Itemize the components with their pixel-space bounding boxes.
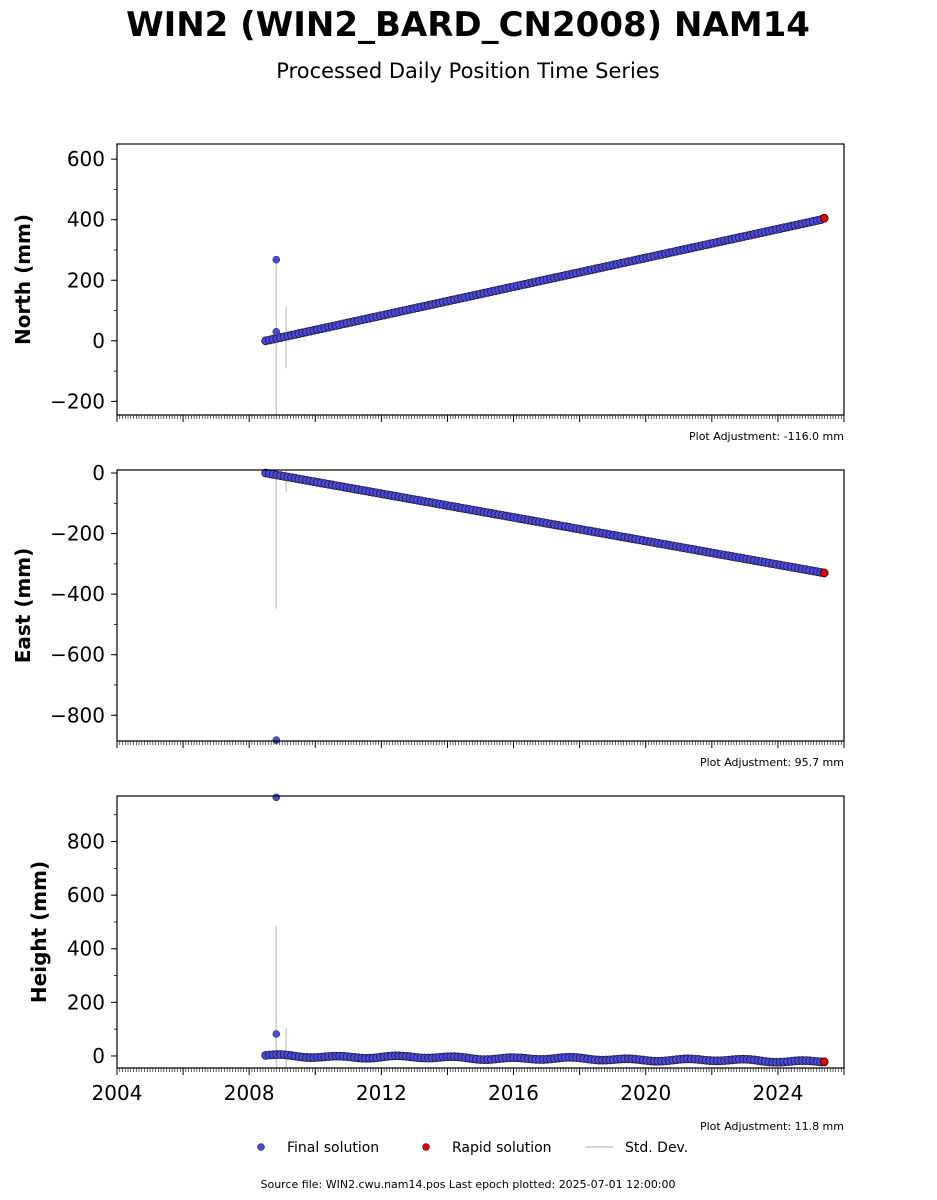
x-tick-label: 2012 <box>356 1081 407 1105</box>
y-axis-label: Height (mm) <box>27 861 51 1003</box>
plot-adjustment-note: Plot Adjustment: -116.0 mm <box>689 430 844 443</box>
source-footer: Source file: WIN2.cwu.nam14.pos Last epo… <box>260 1178 675 1191</box>
x-tick-label: 2004 <box>92 1081 143 1105</box>
rapid-solution-point <box>819 568 829 578</box>
y-tick-label: 600 <box>67 147 105 171</box>
rapid-solution-point <box>819 213 829 223</box>
final-solution-point <box>272 327 281 336</box>
y-tick-label: 200 <box>67 268 105 292</box>
y-tick-label: 400 <box>67 208 105 232</box>
legend-final-label: Final solution <box>287 1140 379 1156</box>
plot-frame <box>116 143 845 416</box>
y-tick-label: 400 <box>67 937 105 961</box>
y-tick-label: 0 <box>92 461 105 485</box>
x-tick-label: 2020 <box>620 1081 671 1105</box>
panel-1: −200 0 200 400 600 North (mm) Plot Adjustment:… <box>11 143 845 443</box>
y-tick-label: 800 <box>67 830 105 854</box>
legend-rapid-marker <box>422 1143 430 1151</box>
y-tick-label: −600 <box>50 643 105 667</box>
y-tick-label: −400 <box>50 582 105 606</box>
y-tick-label: 600 <box>67 883 105 907</box>
y-tick-label: 200 <box>67 990 105 1014</box>
final-solution-point <box>272 1030 281 1038</box>
panel-2: −800 −600 −400 −200 0 East (mm) Plot Adjustmen… <box>11 461 845 769</box>
legend-rapid-label: Rapid solution <box>452 1140 552 1156</box>
plot-adjustment-note: Plot Adjustment: 95.7 mm <box>700 756 844 769</box>
y-axis-label: East (mm) <box>11 548 35 664</box>
y-tick-label: 0 <box>92 1044 105 1068</box>
x-tick-label: 2016 <box>488 1081 539 1105</box>
chart-subtitle: Processed Daily Position Time Series <box>276 59 660 83</box>
plot-frame <box>116 795 845 1069</box>
panel-3: 0 200 400 600 800 2004 2008 2012 2016 2020 2024 Hei… <box>27 793 845 1133</box>
x-tick-label: 2008 <box>224 1081 275 1105</box>
y-tick-label: −200 <box>50 522 105 546</box>
plot-adjustment-note: Plot Adjustment: 11.8 mm <box>700 1120 844 1133</box>
final-solution-point <box>272 255 281 264</box>
legend: Final solution Rapid solution Std. Dev. <box>257 1140 688 1156</box>
legend-std-label: Std. Dev. <box>625 1140 688 1156</box>
y-axis-label: North (mm) <box>11 214 35 345</box>
final-solution-point <box>272 793 281 802</box>
final-solution-point <box>272 736 281 744</box>
x-tick-label: 2024 <box>752 1081 803 1105</box>
y-tick-label: −200 <box>50 389 105 413</box>
rapid-solution-point <box>819 1057 829 1067</box>
y-tick-label: 0 <box>92 329 105 353</box>
y-tick-label: −800 <box>50 703 105 727</box>
chart-title: WIN2 (WIN2_BARD_CN2008) NAM14 <box>126 5 810 45</box>
legend-final-marker <box>257 1143 265 1151</box>
